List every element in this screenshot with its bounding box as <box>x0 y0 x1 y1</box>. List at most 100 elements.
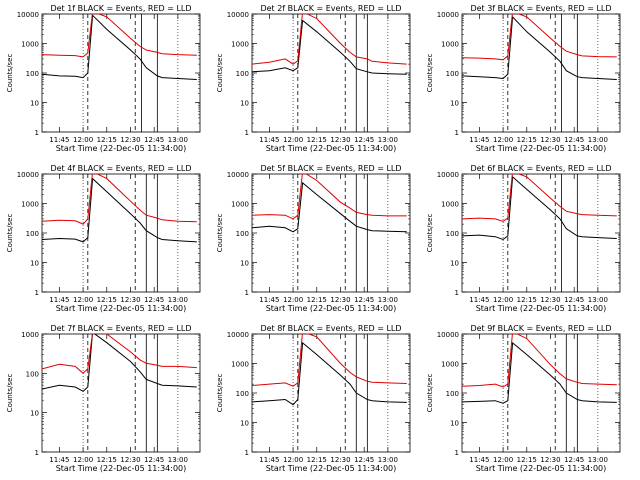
y-axis-label: Counts/sec <box>6 374 14 413</box>
det-panel-3: Det 3f BLACK = Events, RED = LLD 1 10 100 10… <box>426 4 621 153</box>
xtick-label: 12:00 <box>73 296 93 304</box>
xtick-label: 13:00 <box>168 136 188 144</box>
events-series-line <box>42 177 197 243</box>
xtick-label: 11:45 <box>49 456 69 464</box>
y-axis-label: Counts/sec <box>6 214 14 253</box>
ytick-label: 10 <box>240 260 249 268</box>
series-group <box>252 334 407 406</box>
ytick-label: 100 <box>236 390 249 398</box>
xtick-label: 11:45 <box>469 456 489 464</box>
ytick-label: 10000 <box>17 11 39 19</box>
series-group <box>42 14 197 80</box>
xtick-label: 13:00 <box>378 456 398 464</box>
ytick-label: 1 <box>35 289 39 297</box>
xtick-label: 12:45 <box>354 136 374 144</box>
det-panel-7: Det 7f BLACK = Events, RED = LLD 1 10 100 10… <box>6 324 201 473</box>
xtick-label: 12:45 <box>144 456 164 464</box>
ytick-label: 1000 <box>441 41 459 49</box>
plot-frame <box>251 173 411 293</box>
events-series-line <box>42 14 197 80</box>
lld-series-line <box>462 14 617 61</box>
xtick-label: 13:00 <box>588 296 608 304</box>
ytick-label: 1 <box>245 449 249 457</box>
ytick-label: 1000 <box>441 361 459 369</box>
lld-series-line <box>462 174 617 222</box>
panel-title: Det 1f BLACK = Events, RED = LLD <box>50 4 191 13</box>
ytick-label: 100 <box>446 230 459 238</box>
lld-series-line <box>252 174 407 220</box>
ytick-label: 100 <box>26 70 39 78</box>
ytick-label: 10000 <box>437 331 459 339</box>
xtick-label: 12:30 <box>330 136 350 144</box>
y-axis-label: Counts/sec <box>216 54 224 93</box>
ytick-label: 1 <box>35 129 39 137</box>
ytick-label: 1 <box>455 449 459 457</box>
xtick-label: 11:45 <box>469 136 489 144</box>
plot-frame <box>461 13 621 133</box>
series-group <box>42 334 197 392</box>
ytick-label: 10000 <box>17 171 39 179</box>
events-series-line <box>252 19 407 75</box>
xtick-label: 12:15 <box>307 136 327 144</box>
plot-frame <box>41 333 201 453</box>
series-group <box>462 334 617 404</box>
ytick-label: 1 <box>35 449 39 457</box>
xtick-label: 13:00 <box>588 456 608 464</box>
panel-title: Det 3f BLACK = Events, RED = LLD <box>470 4 611 13</box>
xtick-label: 12:00 <box>73 456 93 464</box>
xtick-label: 11:45 <box>259 136 279 144</box>
xtick-label: 12:15 <box>517 136 537 144</box>
series-group <box>462 174 617 241</box>
ytick-label: 100 <box>236 70 249 78</box>
ytick-label: 10000 <box>437 171 459 179</box>
det-panel-1: Det 1f BLACK = Events, RED = LLD 1 10 100 10… <box>6 4 201 153</box>
panel-title: Det 7f BLACK = Events, RED = LLD <box>50 324 191 333</box>
xtick-label: 12:45 <box>564 296 584 304</box>
ytick-label: 1 <box>455 129 459 137</box>
det-panel-9: Det 9f BLACK = Events, RED = LLD 1 10 100 10… <box>426 324 621 473</box>
xtick-label: 12:15 <box>517 456 537 464</box>
det-panel-4: Det 4f BLACK = Events, RED = LLD 1 10 100 10… <box>6 164 201 313</box>
xtick-label: 12:30 <box>330 456 350 464</box>
det-panel-6: Det 6f BLACK = Events, RED = LLD 1 10 100 10… <box>426 164 621 313</box>
ytick-label: 10 <box>450 260 459 268</box>
xtick-label: 13:00 <box>168 456 188 464</box>
xtick-label: 12:00 <box>283 136 303 144</box>
events-series-line <box>462 341 617 404</box>
ytick-label: 100 <box>26 230 39 238</box>
x-axis-label: Start Time (22-Dec-05 11:34:00) <box>476 144 607 153</box>
ytick-label: 10 <box>450 100 459 108</box>
series-group <box>462 14 617 80</box>
panel-title: Det 2f BLACK = Events, RED = LLD <box>260 4 401 13</box>
plot-frame <box>251 13 411 133</box>
xtick-label: 12:30 <box>120 136 140 144</box>
y-axis-label: Counts/sec <box>426 54 434 93</box>
series-group <box>252 174 407 233</box>
xtick-label: 12:15 <box>97 296 117 304</box>
x-axis-label: Start Time (22-Dec-05 11:34:00) <box>266 144 397 153</box>
xtick-label: 12:00 <box>73 136 93 144</box>
ytick-label: 10000 <box>227 11 249 19</box>
series-group <box>42 174 197 243</box>
panel-title: Det 6f BLACK = Events, RED = LLD <box>470 164 611 173</box>
det-panel-2: Det 2f BLACK = Events, RED = LLD 1 10 100 10… <box>216 4 411 153</box>
xtick-label: 12:00 <box>283 456 303 464</box>
ytick-label: 1 <box>245 289 249 297</box>
xtick-label: 11:45 <box>259 456 279 464</box>
ytick-label: 10000 <box>227 331 249 339</box>
ytick-label: 10 <box>30 260 39 268</box>
lld-series-line <box>252 334 407 387</box>
plot-frame <box>251 333 411 453</box>
xtick-label: 12:15 <box>307 456 327 464</box>
ytick-label: 10 <box>240 100 249 108</box>
xtick-label: 12:00 <box>493 456 513 464</box>
xtick-label: 12:15 <box>97 136 117 144</box>
x-axis-label: Start Time (22-Dec-05 11:34:00) <box>266 464 397 473</box>
panel-title: Det 8f BLACK = Events, RED = LLD <box>260 324 401 333</box>
x-axis-label: Start Time (22-Dec-05 11:34:00) <box>476 464 607 473</box>
series-group <box>252 14 407 75</box>
xtick-label: 12:45 <box>564 456 584 464</box>
xtick-label: 12:30 <box>540 456 560 464</box>
x-axis-label: Start Time (22-Dec-05 11:34:00) <box>56 464 187 473</box>
